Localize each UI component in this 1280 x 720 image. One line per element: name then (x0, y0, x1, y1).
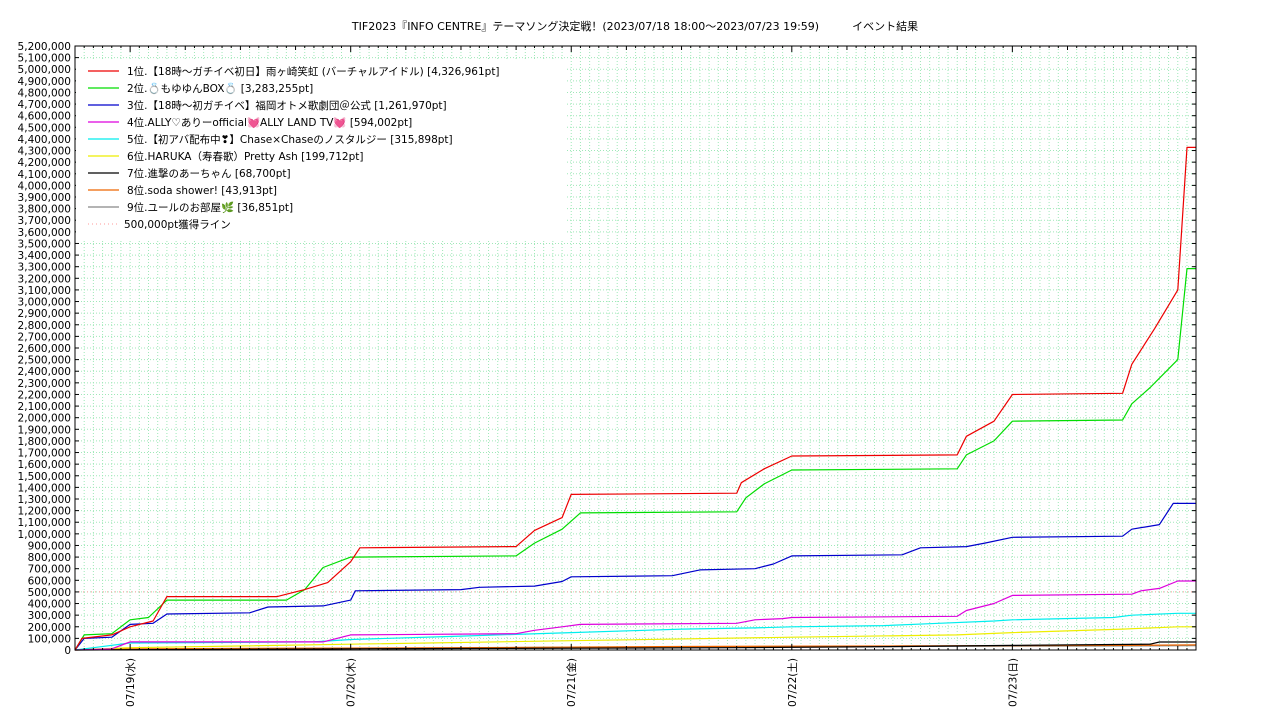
legend-entry: 2位.💍もゆゆんBOX💍 [3,283,255pt] (127, 82, 313, 95)
y-tick-label: 2,800,000 (18, 320, 71, 332)
y-tick-label: 500,000 (28, 587, 71, 599)
y-tick-label: 3,200,000 (18, 273, 71, 285)
y-tick-label: 4,800,000 (18, 87, 71, 99)
y-tick-label: 400,000 (28, 599, 71, 611)
x-tick-label: 07/23(日) (1007, 658, 1019, 707)
y-tick-label: 4,400,000 (18, 134, 71, 146)
y-tick-label: 1,100,000 (18, 517, 71, 529)
y-tick-label: 4,900,000 (18, 76, 71, 88)
y-tick-label: 1,300,000 (18, 494, 71, 506)
y-tick-label: 1,200,000 (18, 506, 71, 518)
y-tick-label: 1,500,000 (18, 471, 71, 483)
series-line-1 (74, 146, 1196, 651)
y-tick-label: 2,300,000 (18, 378, 71, 390)
y-tick-label: 4,700,000 (18, 99, 71, 111)
legend-entry: 4位.ALLY♡ありーofficial💓ALLY LAND TV💓 [594,0… (127, 116, 412, 129)
y-tick-label: 100,000 (28, 633, 71, 645)
y-tick-label: 2,600,000 (18, 343, 71, 355)
x-tick-label: 07/22(土) (786, 658, 799, 707)
y-tick-label: 5,200,000 (18, 41, 71, 53)
x-tick-label: 07/20(木) (346, 658, 358, 707)
y-tick-label: 2,100,000 (18, 401, 71, 413)
y-tick-label: 3,900,000 (18, 192, 71, 204)
y-tick-label: 900,000 (28, 540, 71, 552)
legend-entry: 6位.HARUKA（寿春歌）Pretty Ash [199,712pt] (127, 150, 363, 163)
y-tick-label: 2,400,000 (18, 366, 71, 378)
y-tick-label: 1,900,000 (18, 424, 71, 436)
y-tick-label: 4,200,000 (18, 157, 71, 169)
x-axis: 07/19(水) 07/20(木) 07/21(金) 07/22(土) 07/23(日) (74, 46, 1188, 707)
y-tick-label: 5,000,000 (18, 64, 71, 76)
y-tick-label: 300,000 (28, 610, 71, 622)
legend-entry: 7位.進撃のあーちゃん [68,700pt] (127, 167, 291, 180)
y-tick-label: 4,500,000 (18, 122, 71, 134)
legend-entry: 3位.【18時～初ガチイベ】福岡オトメ歌劇団＠公式 [1,261,970pt] (127, 99, 447, 112)
series-line-6 (74, 626, 1196, 651)
legend-entry: 8位.soda shower! [43,913pt] (127, 184, 277, 197)
y-tick-label: 1,400,000 (18, 482, 71, 494)
y-tick-label: 3,000,000 (18, 297, 71, 309)
y-tick-label: 2,500,000 (18, 355, 71, 367)
y-tick-label: 1,000,000 (18, 529, 71, 541)
y-tick-label: 4,100,000 (18, 169, 71, 181)
y-tick-label: 3,600,000 (18, 227, 71, 239)
y-tick-label: 200,000 (28, 622, 71, 634)
y-tick-label: 2,700,000 (18, 331, 71, 343)
y-tick-label: 4,600,000 (18, 111, 71, 123)
legend-entry: 9位.ユールのお部屋🌿 [36,851pt] (127, 201, 293, 214)
series-line-3 (74, 502, 1196, 651)
chart-title: TIF2023『INFO CENTRE』テーマソング決定戦！(2023/07/1… (351, 19, 918, 33)
legend-entry: 1位.【18時～ガチイベ初日】雨ヶ崎笑虹 (バーチャルアイドル) [4,326,… (127, 65, 500, 78)
y-tick-label: 2,900,000 (18, 308, 71, 320)
series-line-4 (74, 580, 1196, 651)
legend-background (76, 60, 566, 240)
y-tick-label: 2,200,000 (18, 389, 71, 401)
y-tick-label: 3,400,000 (18, 250, 71, 262)
y-axis: 0100,000200,000300,000400,000500,000600,… (18, 41, 1196, 657)
y-tick-label: 600,000 (28, 575, 71, 587)
y-tick-label: 800,000 (28, 552, 71, 564)
y-tick-label: 1,600,000 (18, 459, 71, 471)
y-tick-label: 1,700,000 (18, 448, 71, 460)
legend: 1位.【18時～ガチイベ初日】雨ヶ崎笑虹 (バーチャルアイドル) [4,326,… (76, 60, 566, 240)
y-tick-label: 3,700,000 (18, 215, 71, 227)
y-tick-label: 5,100,000 (18, 53, 71, 65)
y-tick-label: 3,100,000 (18, 285, 71, 297)
y-tick-label: 1,800,000 (18, 436, 71, 448)
y-tick-label: 2,000,000 (18, 413, 71, 425)
y-tick-label: 4,300,000 (18, 146, 71, 158)
y-tick-label: 3,800,000 (18, 204, 71, 216)
y-tick-label: 0 (64, 645, 71, 657)
x-tick-label: 07/19(水) (125, 658, 137, 707)
legend-entry: 5位.【初アバ配布中❣】Chase×Chaseのノスタルジー [315,898p… (127, 133, 453, 146)
y-tick-label: 3,500,000 (18, 238, 71, 250)
series-line-2 (74, 268, 1196, 651)
y-tick-label: 3,300,000 (18, 262, 71, 274)
y-tick-label: 4,000,000 (18, 180, 71, 192)
legend-entry-threshold: 500,000pt獲得ライン (124, 218, 231, 231)
y-tick-label: 700,000 (28, 564, 71, 576)
x-tick-label: 07/21(金) (565, 658, 578, 707)
